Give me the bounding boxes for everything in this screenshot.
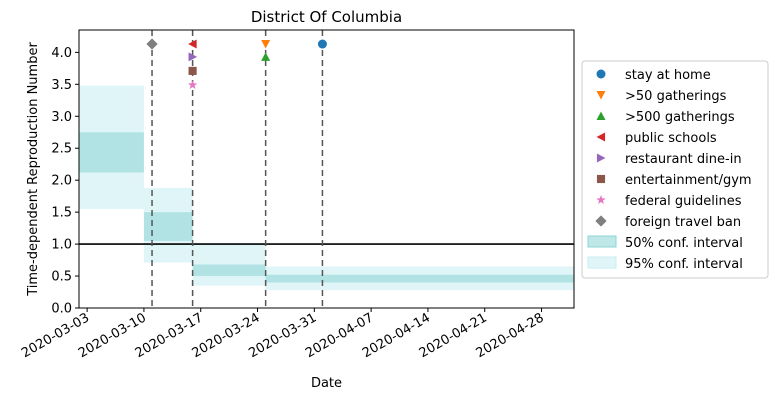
x-axis-label: Date xyxy=(311,376,342,391)
intervention-marker-4 xyxy=(188,52,198,62)
legend-label: stay at home xyxy=(625,68,711,83)
y-tick-label: 0.0 xyxy=(51,302,72,317)
ci50-band-0 xyxy=(79,132,144,173)
y-tick-label: 4.0 xyxy=(51,46,72,61)
legend-marker-4 xyxy=(596,153,606,163)
intervention-marker-6 xyxy=(187,80,198,89)
legend-marker-2 xyxy=(596,111,606,121)
legend-label: restaurant dine-in xyxy=(625,152,742,167)
intervention-marker-7 xyxy=(146,38,158,50)
legend-marker-1 xyxy=(596,90,606,100)
y-tick-label: 3.0 xyxy=(51,110,72,125)
plot-frame xyxy=(78,29,575,309)
legend: stay at home >50 gatherings >500 gathering… xyxy=(581,60,769,279)
legend-swatch-ci50 xyxy=(587,235,617,248)
chart-title: District Of Columbia xyxy=(251,8,402,26)
legend-marker-0 xyxy=(596,69,606,79)
intervention-marker-5 xyxy=(188,66,197,75)
legend-swatch-ci95 xyxy=(587,256,617,269)
y-axis-label: Time-dependent Reproduction Number xyxy=(26,42,41,297)
legend-label: federal guidelines xyxy=(625,194,742,209)
y-tick-label: 2.5 xyxy=(51,142,72,157)
legend-label: entertainment/gym xyxy=(625,173,752,188)
legend-label: >500 gatherings xyxy=(625,110,735,125)
intervention-marker-3 xyxy=(188,39,197,49)
legend-label: 50% conf. interval xyxy=(625,236,743,251)
y-tick-label: 3.5 xyxy=(51,78,72,93)
intervention-marker-1 xyxy=(261,40,271,49)
intervention-marker-0 xyxy=(317,39,327,49)
legend-label: >50 gatherings xyxy=(625,89,727,104)
ci50-band-1 xyxy=(143,212,193,241)
legend-marker-7 xyxy=(595,215,607,227)
plot-area xyxy=(79,30,574,308)
y-tick-label: 1.0 xyxy=(51,238,72,253)
legend-label: 95% conf. interval xyxy=(625,257,743,272)
ci50-band-3 xyxy=(265,274,574,283)
y-tick-label: 0.5 xyxy=(51,270,72,285)
y-tick-label: 2.0 xyxy=(51,174,72,189)
legend-label: public schools xyxy=(625,131,717,146)
legend-marker-3 xyxy=(596,132,606,142)
legend-label: foreign travel ban xyxy=(625,215,741,230)
y-tick-label: 1.5 xyxy=(51,206,72,221)
legend-box xyxy=(581,60,769,279)
ci95-band-2 xyxy=(192,242,266,286)
legend-marker-5 xyxy=(596,174,606,184)
intervention-marker-2 xyxy=(261,52,271,61)
ci50-band-2 xyxy=(192,264,266,277)
legend-marker-6 xyxy=(596,195,606,204)
